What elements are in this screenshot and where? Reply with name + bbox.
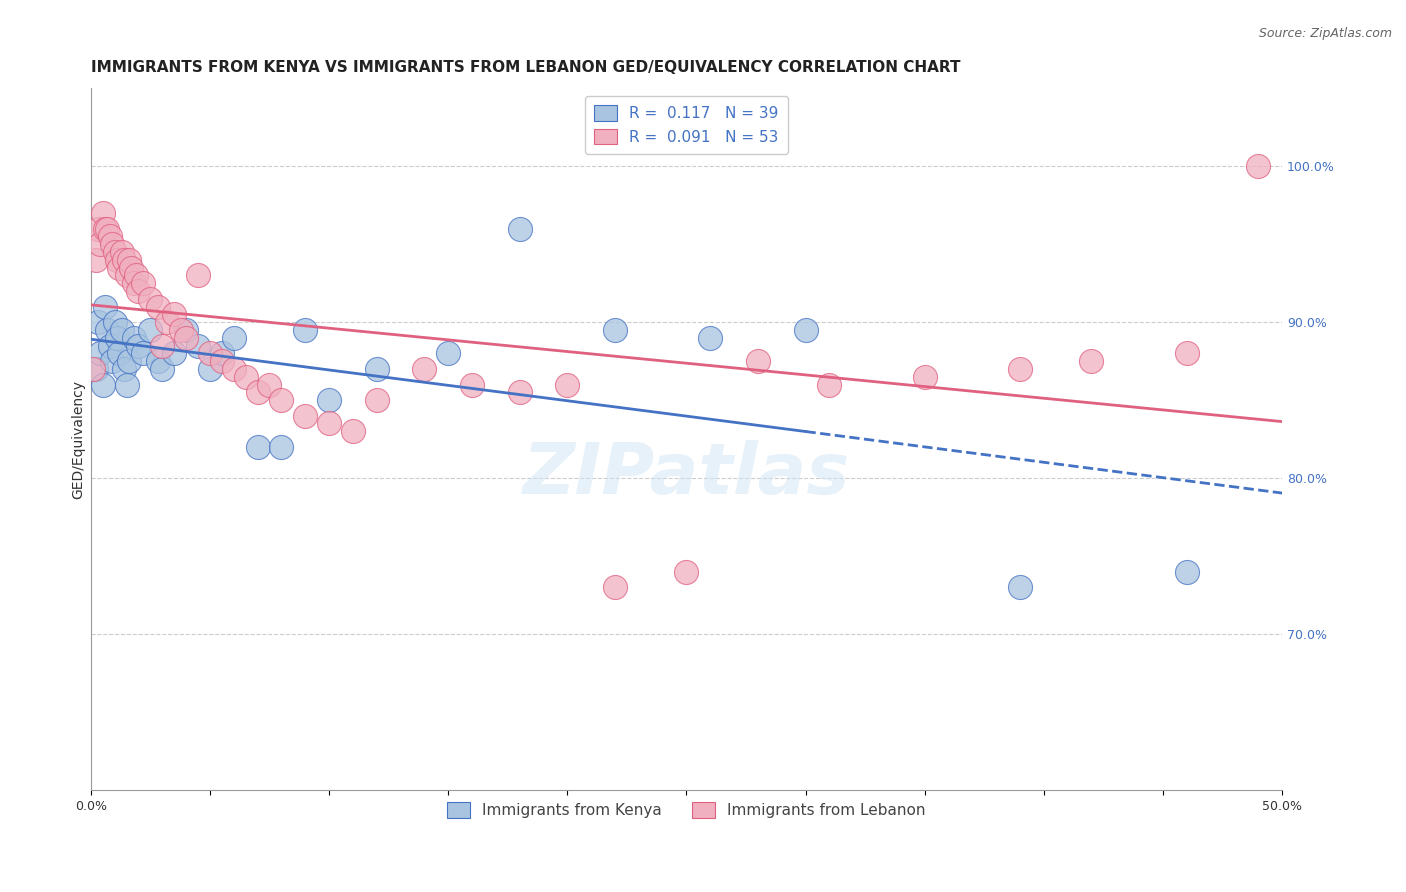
Point — [115, 377, 138, 392]
Point — [675, 565, 697, 579]
Point — [115, 268, 138, 283]
Point — [112, 252, 135, 267]
Point — [1175, 565, 1198, 579]
Point — [246, 385, 269, 400]
Point — [318, 417, 340, 431]
Point — [91, 377, 114, 392]
Point — [699, 331, 721, 345]
Point — [1247, 159, 1270, 173]
Point — [198, 362, 221, 376]
Point — [84, 252, 107, 267]
Point — [156, 315, 179, 329]
Point — [366, 362, 388, 376]
Point — [108, 260, 131, 275]
Point — [118, 354, 141, 368]
Point — [132, 346, 155, 360]
Point — [146, 354, 169, 368]
Point — [127, 284, 149, 298]
Point — [603, 323, 626, 337]
Point — [96, 323, 118, 337]
Point — [222, 331, 245, 345]
Point — [150, 338, 173, 352]
Point — [101, 237, 124, 252]
Point — [125, 268, 148, 283]
Point — [89, 237, 111, 252]
Point — [235, 369, 257, 384]
Point — [89, 346, 111, 360]
Point — [437, 346, 460, 360]
Point — [794, 323, 817, 337]
Point — [104, 244, 127, 259]
Point — [87, 221, 110, 235]
Point — [87, 315, 110, 329]
Point — [342, 425, 364, 439]
Point — [509, 221, 531, 235]
Point — [211, 346, 233, 360]
Point — [163, 307, 186, 321]
Point — [413, 362, 436, 376]
Point — [112, 362, 135, 376]
Point — [1080, 354, 1102, 368]
Text: Source: ZipAtlas.com: Source: ZipAtlas.com — [1258, 27, 1392, 40]
Point — [174, 331, 197, 345]
Point — [105, 331, 128, 345]
Point — [104, 315, 127, 329]
Point — [98, 229, 121, 244]
Point — [163, 346, 186, 360]
Point — [120, 260, 142, 275]
Point — [603, 580, 626, 594]
Point — [187, 338, 209, 352]
Point — [246, 440, 269, 454]
Point — [122, 276, 145, 290]
Point — [146, 300, 169, 314]
Point — [118, 252, 141, 267]
Point — [222, 362, 245, 376]
Point — [1008, 580, 1031, 594]
Point — [1008, 362, 1031, 376]
Point — [84, 362, 107, 376]
Point — [105, 252, 128, 267]
Point — [270, 440, 292, 454]
Point — [294, 323, 316, 337]
Point — [127, 338, 149, 352]
Point — [150, 362, 173, 376]
Text: IMMIGRANTS FROM KENYA VS IMMIGRANTS FROM LEBANON GED/EQUIVALENCY CORRELATION CHA: IMMIGRANTS FROM KENYA VS IMMIGRANTS FROM… — [91, 60, 960, 75]
Point — [98, 338, 121, 352]
Point — [1175, 346, 1198, 360]
Point — [82, 362, 104, 376]
Point — [747, 354, 769, 368]
Point — [122, 331, 145, 345]
Point — [555, 377, 578, 392]
Point — [187, 268, 209, 283]
Point — [461, 377, 484, 392]
Point — [91, 206, 114, 220]
Point — [94, 221, 117, 235]
Point — [366, 393, 388, 408]
Point — [170, 323, 193, 337]
Point — [318, 393, 340, 408]
Point — [914, 369, 936, 384]
Point — [101, 354, 124, 368]
Point — [294, 409, 316, 423]
Point — [211, 354, 233, 368]
Point — [259, 377, 281, 392]
Y-axis label: GED/Equivalency: GED/Equivalency — [72, 380, 86, 499]
Point — [174, 323, 197, 337]
Point — [270, 393, 292, 408]
Legend: Immigrants from Kenya, Immigrants from Lebanon: Immigrants from Kenya, Immigrants from L… — [440, 797, 932, 824]
Point — [509, 385, 531, 400]
Text: ZIPatlas: ZIPatlas — [523, 440, 851, 508]
Point — [198, 346, 221, 360]
Point — [94, 300, 117, 314]
Point — [139, 292, 162, 306]
Point — [818, 377, 841, 392]
Point — [111, 244, 134, 259]
Point — [132, 276, 155, 290]
Point — [111, 323, 134, 337]
Point — [108, 346, 131, 360]
Point — [139, 323, 162, 337]
Point — [96, 221, 118, 235]
